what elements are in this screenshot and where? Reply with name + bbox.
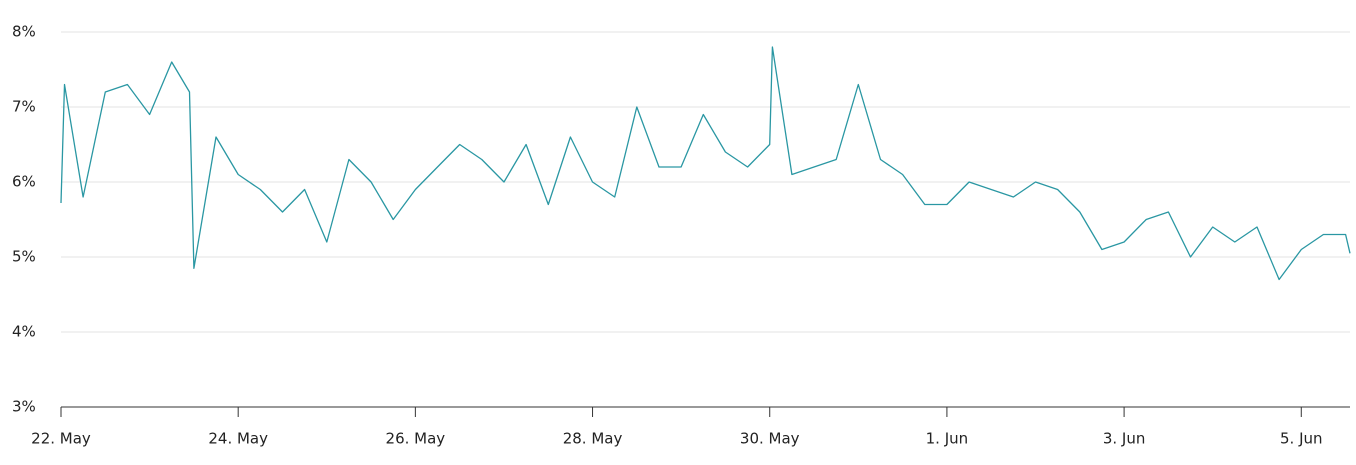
y-tick-label: 3% [12,398,36,416]
y-tick-label: 8% [12,23,36,41]
y-tick-label: 4% [12,323,36,341]
y-tick-label: 6% [12,173,36,191]
x-tick-label: 5. Jun [1280,430,1323,448]
x-tick-label: 30. May [740,430,800,448]
x-tick-label: 28. May [563,430,623,448]
y-tick-label: 5% [12,248,36,266]
x-tick-label: 26. May [386,430,446,448]
x-tick-label: 22. May [31,430,91,448]
y-tick-label: 7% [12,98,36,116]
x-tick-label: 3. Jun [1103,430,1146,448]
x-tick-label: 24. May [208,430,268,448]
x-tick-label: 1. Jun [926,430,969,448]
data-line [60,46,1351,281]
